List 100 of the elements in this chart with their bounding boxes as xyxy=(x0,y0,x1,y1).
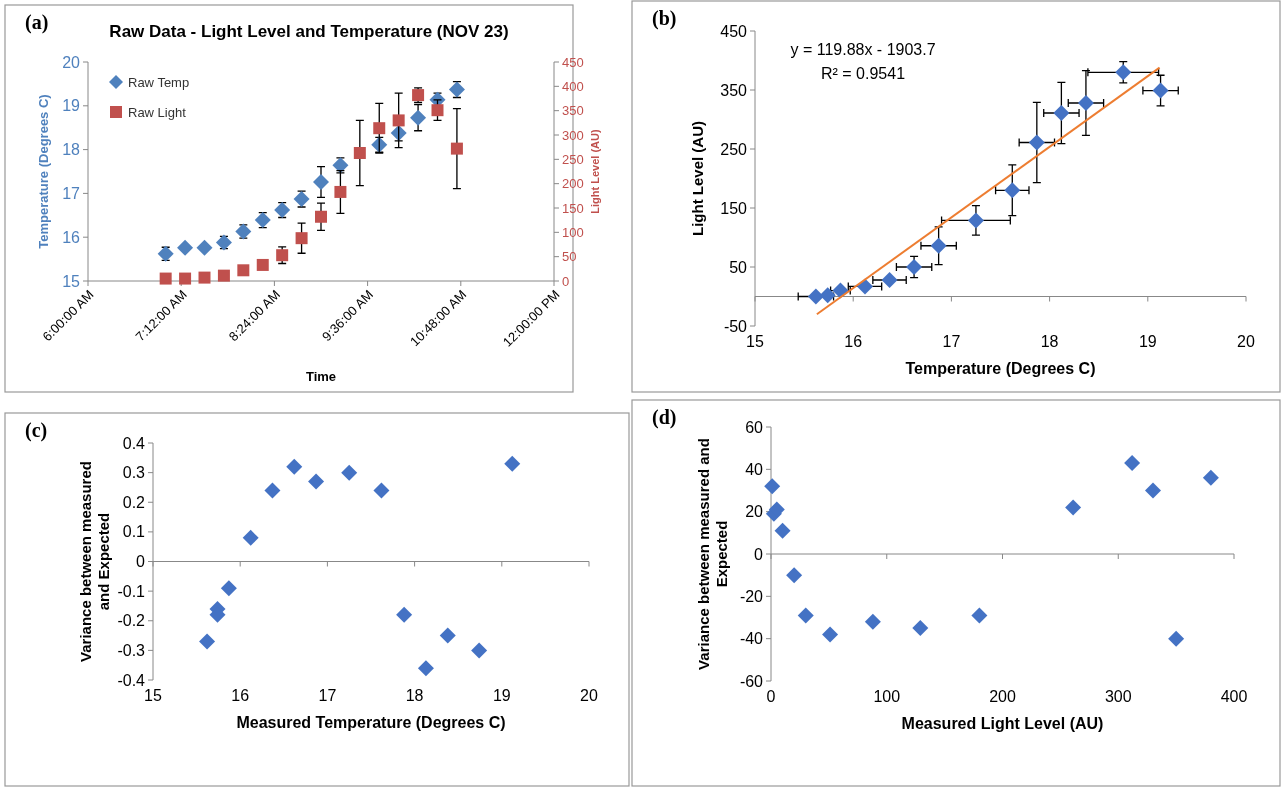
point xyxy=(341,464,358,481)
point xyxy=(286,458,303,475)
x-tick-label: 16 xyxy=(231,686,250,704)
y2-tick-label: 200 xyxy=(562,176,584,192)
y2-tick-label: 100 xyxy=(562,224,584,240)
point xyxy=(786,567,803,584)
point xyxy=(807,288,824,305)
point xyxy=(450,142,463,155)
y-tick-label: 0.2 xyxy=(122,493,146,511)
y-tick-label: 15 xyxy=(62,272,81,290)
point xyxy=(764,478,781,495)
point xyxy=(177,239,194,256)
point xyxy=(1053,105,1070,122)
point xyxy=(1115,64,1132,81)
point xyxy=(797,607,814,624)
point xyxy=(1152,82,1169,99)
point xyxy=(822,626,839,643)
text: (b) xyxy=(652,7,677,30)
text: (a) xyxy=(25,11,49,34)
point xyxy=(217,269,230,282)
y2-tick-label: 350 xyxy=(562,103,584,119)
y2-tick-label: 0 xyxy=(562,273,570,289)
point xyxy=(1168,630,1185,647)
y-tick-label: 0.1 xyxy=(122,523,146,541)
y-tick-label: 20 xyxy=(745,503,764,521)
point xyxy=(410,109,427,126)
y-tick-label: 450 xyxy=(720,22,748,40)
point xyxy=(396,606,413,623)
point xyxy=(1028,134,1045,151)
x-tick-label: 15 xyxy=(144,686,162,704)
point xyxy=(774,522,791,539)
y-axis-title: Variance between measured and Expected xyxy=(695,438,730,670)
point xyxy=(971,607,988,624)
point xyxy=(930,237,947,254)
y2-tick-label: 250 xyxy=(562,151,584,167)
point xyxy=(353,147,366,160)
y2-axis-title: Light Level (AU) xyxy=(589,129,601,214)
y-tick-label: -40 xyxy=(739,630,764,648)
point xyxy=(220,580,237,597)
point xyxy=(912,620,929,637)
y-tick-label: 250 xyxy=(720,140,748,158)
point xyxy=(1065,499,1082,516)
y-tick-label: 19 xyxy=(62,97,81,115)
point xyxy=(1144,482,1161,499)
point xyxy=(504,455,521,472)
point xyxy=(881,271,898,288)
x-axis-title: Measured Light Level (AU) xyxy=(901,715,1104,732)
point xyxy=(235,223,252,240)
point xyxy=(295,232,308,245)
y-tick-label: -20 xyxy=(739,587,764,605)
point xyxy=(373,482,390,499)
x-tick-label: 16 xyxy=(844,332,863,350)
point xyxy=(256,258,269,271)
annotation: R² = 0.9541 xyxy=(820,65,906,82)
point xyxy=(159,272,172,285)
y-tick-label: -0.1 xyxy=(117,582,146,600)
point xyxy=(417,660,434,677)
y-tick-label: -0.4 xyxy=(117,671,146,689)
x-tick-label: 19 xyxy=(1138,332,1157,350)
y-tick-label: 60 xyxy=(745,418,764,436)
y-axis-title: Light Level (AU) xyxy=(689,121,706,236)
annotation: y = 119.88x - 1903.7 xyxy=(790,41,936,58)
point xyxy=(471,642,488,659)
y-tick-label: 18 xyxy=(62,141,81,159)
point xyxy=(242,529,259,546)
point xyxy=(439,627,456,644)
x-tick-label: 300 xyxy=(1104,687,1132,705)
x-tick-label: 20 xyxy=(1237,332,1255,350)
point xyxy=(1077,94,1094,111)
point xyxy=(1004,182,1021,199)
point xyxy=(196,239,213,256)
point xyxy=(1202,469,1219,486)
y-axis-title: Temperature (Degrees C) xyxy=(36,94,51,249)
y2-tick-label: 400 xyxy=(562,78,584,94)
x-tick-label: 20 xyxy=(580,686,598,704)
y-tick-label: -50 xyxy=(723,317,748,335)
x-tick-label: 18 xyxy=(1040,332,1059,350)
point xyxy=(254,212,271,229)
chart-title: Raw Data - Light Level and Temperature (NOV 23) xyxy=(109,22,509,41)
x-axis-title: Temperature (Degrees C) xyxy=(905,360,1096,377)
y2-tick-label: 450 xyxy=(562,54,584,70)
y-tick-label: 150 xyxy=(720,199,748,217)
point xyxy=(819,287,836,304)
point xyxy=(198,271,211,284)
point xyxy=(431,104,444,117)
x-axis-title: Measured Temperature (Degrees C) xyxy=(236,714,506,731)
y-tick-label: 350 xyxy=(720,81,748,99)
x-tick-label: 0 xyxy=(766,687,776,705)
point xyxy=(313,174,329,191)
y2-tick-label: 50 xyxy=(562,249,577,265)
y-tick-label: -0.3 xyxy=(117,641,146,659)
y-tick-label: 50 xyxy=(729,258,748,276)
point xyxy=(215,234,232,251)
point xyxy=(864,613,881,630)
y2-tick-label: 150 xyxy=(562,200,584,216)
text: (c) xyxy=(25,419,48,442)
point xyxy=(264,482,281,499)
point xyxy=(392,114,405,127)
point xyxy=(179,272,192,285)
y2-tick-label: 300 xyxy=(562,127,584,143)
